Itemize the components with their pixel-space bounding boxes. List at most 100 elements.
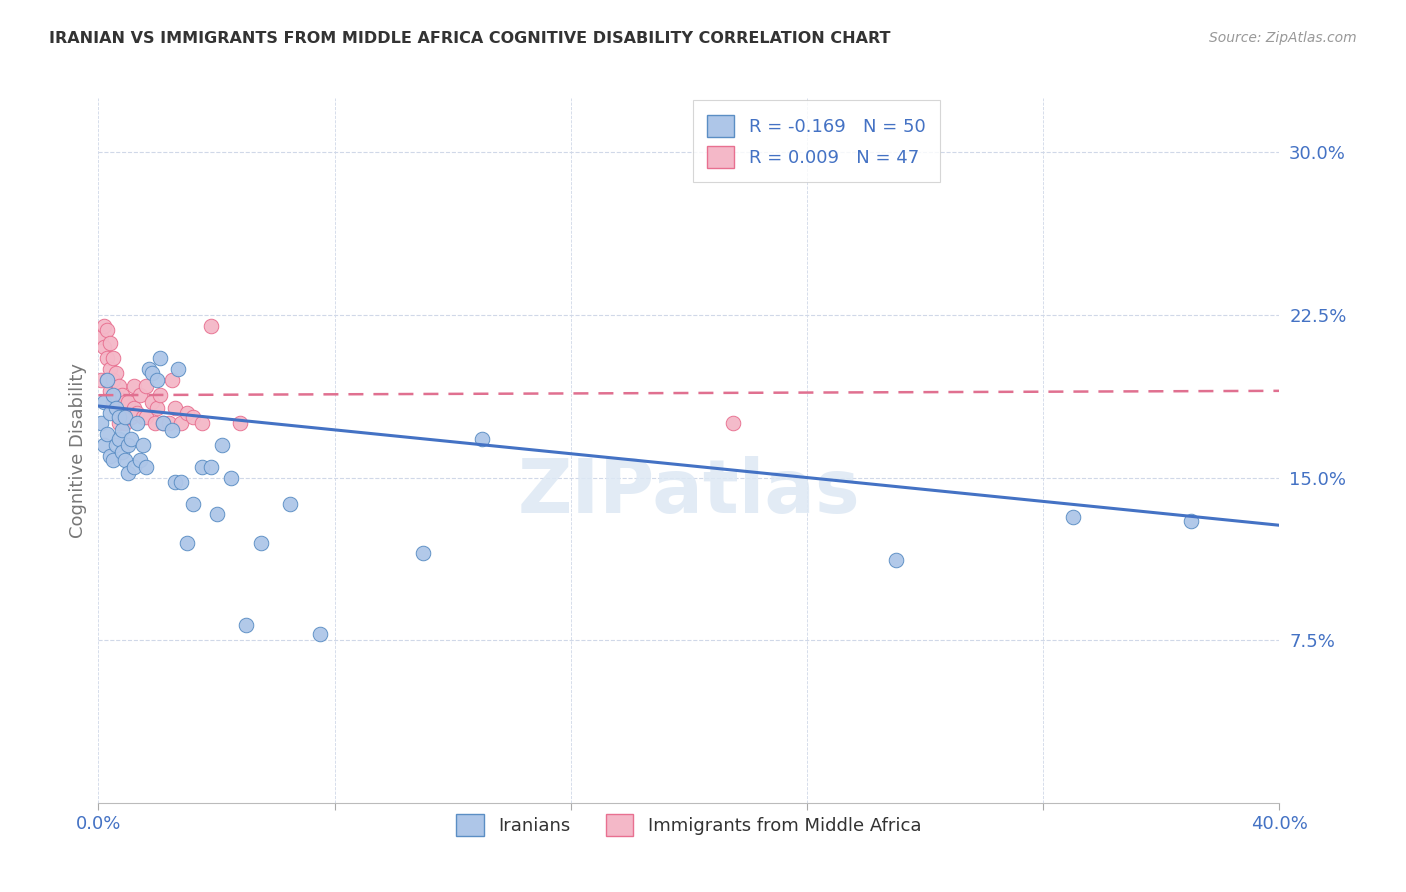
Point <box>1062 509 1084 524</box>
Point <box>176 535 198 549</box>
Y-axis label: Cognitive Disability: Cognitive Disability <box>69 363 87 538</box>
Point <box>132 438 155 452</box>
Point <box>96 351 118 366</box>
Point <box>205 508 228 522</box>
Point <box>117 409 139 424</box>
Point <box>96 323 118 337</box>
Point <box>157 417 180 431</box>
Point <box>221 470 243 484</box>
Point <box>250 535 273 549</box>
Point <box>93 394 115 409</box>
Point <box>90 417 112 431</box>
Point <box>108 401 131 416</box>
Point <box>105 367 128 381</box>
Point <box>412 546 434 560</box>
Point <box>200 459 222 474</box>
Point <box>135 379 157 393</box>
Point <box>146 373 169 387</box>
Point <box>170 417 193 431</box>
Point <box>181 497 204 511</box>
Point <box>235 618 257 632</box>
Point <box>135 409 157 424</box>
Point <box>122 379 145 393</box>
Point <box>111 444 134 458</box>
Point <box>128 388 150 402</box>
Point <box>125 405 148 419</box>
Point <box>103 394 125 409</box>
Point <box>105 438 128 452</box>
Point <box>884 553 907 567</box>
Point <box>108 379 131 393</box>
Point <box>117 394 139 409</box>
Point <box>152 417 174 431</box>
Point <box>98 405 121 419</box>
Text: Source: ZipAtlas.com: Source: ZipAtlas.com <box>1209 31 1357 45</box>
Point <box>149 388 172 402</box>
Point <box>471 432 494 446</box>
Point <box>103 373 125 387</box>
Point <box>138 362 160 376</box>
Point <box>93 438 115 452</box>
Text: IRANIAN VS IMMIGRANTS FROM MIDDLE AFRICA COGNITIVE DISABILITY CORRELATION CHART: IRANIAN VS IMMIGRANTS FROM MIDDLE AFRICA… <box>49 31 891 46</box>
Point <box>98 449 121 463</box>
Point <box>98 336 121 351</box>
Point <box>111 423 134 437</box>
Point <box>122 401 145 416</box>
Point <box>723 417 745 431</box>
Point <box>122 459 145 474</box>
Point <box>105 388 128 402</box>
Point <box>103 453 125 467</box>
Point <box>114 417 136 431</box>
Point <box>108 409 131 424</box>
Point <box>162 373 183 387</box>
Point <box>111 409 134 424</box>
Point <box>135 459 157 474</box>
Point <box>117 467 139 481</box>
Point <box>111 388 134 402</box>
Point <box>96 373 118 387</box>
Point <box>93 341 115 355</box>
Point <box>143 417 166 431</box>
Point <box>176 405 198 419</box>
Point <box>90 329 112 343</box>
Point <box>1180 514 1202 528</box>
Point <box>170 475 193 489</box>
Point <box>152 417 174 431</box>
Point <box>90 373 112 387</box>
Point <box>191 459 214 474</box>
Point <box>96 427 118 442</box>
Point <box>114 394 136 409</box>
Point <box>108 417 131 431</box>
Point <box>146 401 169 416</box>
Point <box>125 417 148 431</box>
Point <box>162 423 183 437</box>
Point <box>98 384 121 398</box>
Point <box>114 409 136 424</box>
Text: ZIPatlas: ZIPatlas <box>517 456 860 529</box>
Point <box>141 367 163 381</box>
Point <box>280 497 302 511</box>
Legend: Iranians, Immigrants from Middle Africa: Iranians, Immigrants from Middle Africa <box>450 806 928 843</box>
Point <box>98 362 121 376</box>
Point <box>149 351 172 366</box>
Point <box>117 438 139 452</box>
Point <box>103 388 125 402</box>
Point <box>165 401 187 416</box>
Point <box>96 373 118 387</box>
Point <box>309 626 332 640</box>
Point <box>128 453 150 467</box>
Point <box>103 351 125 366</box>
Point <box>167 362 190 376</box>
Point <box>165 475 187 489</box>
Point <box>105 401 128 416</box>
Point <box>120 409 142 424</box>
Point <box>93 318 115 333</box>
Point <box>191 417 214 431</box>
Point <box>114 453 136 467</box>
Point <box>229 417 252 431</box>
Point <box>211 438 233 452</box>
Point <box>120 432 142 446</box>
Point <box>141 394 163 409</box>
Point <box>200 318 222 333</box>
Point <box>132 409 155 424</box>
